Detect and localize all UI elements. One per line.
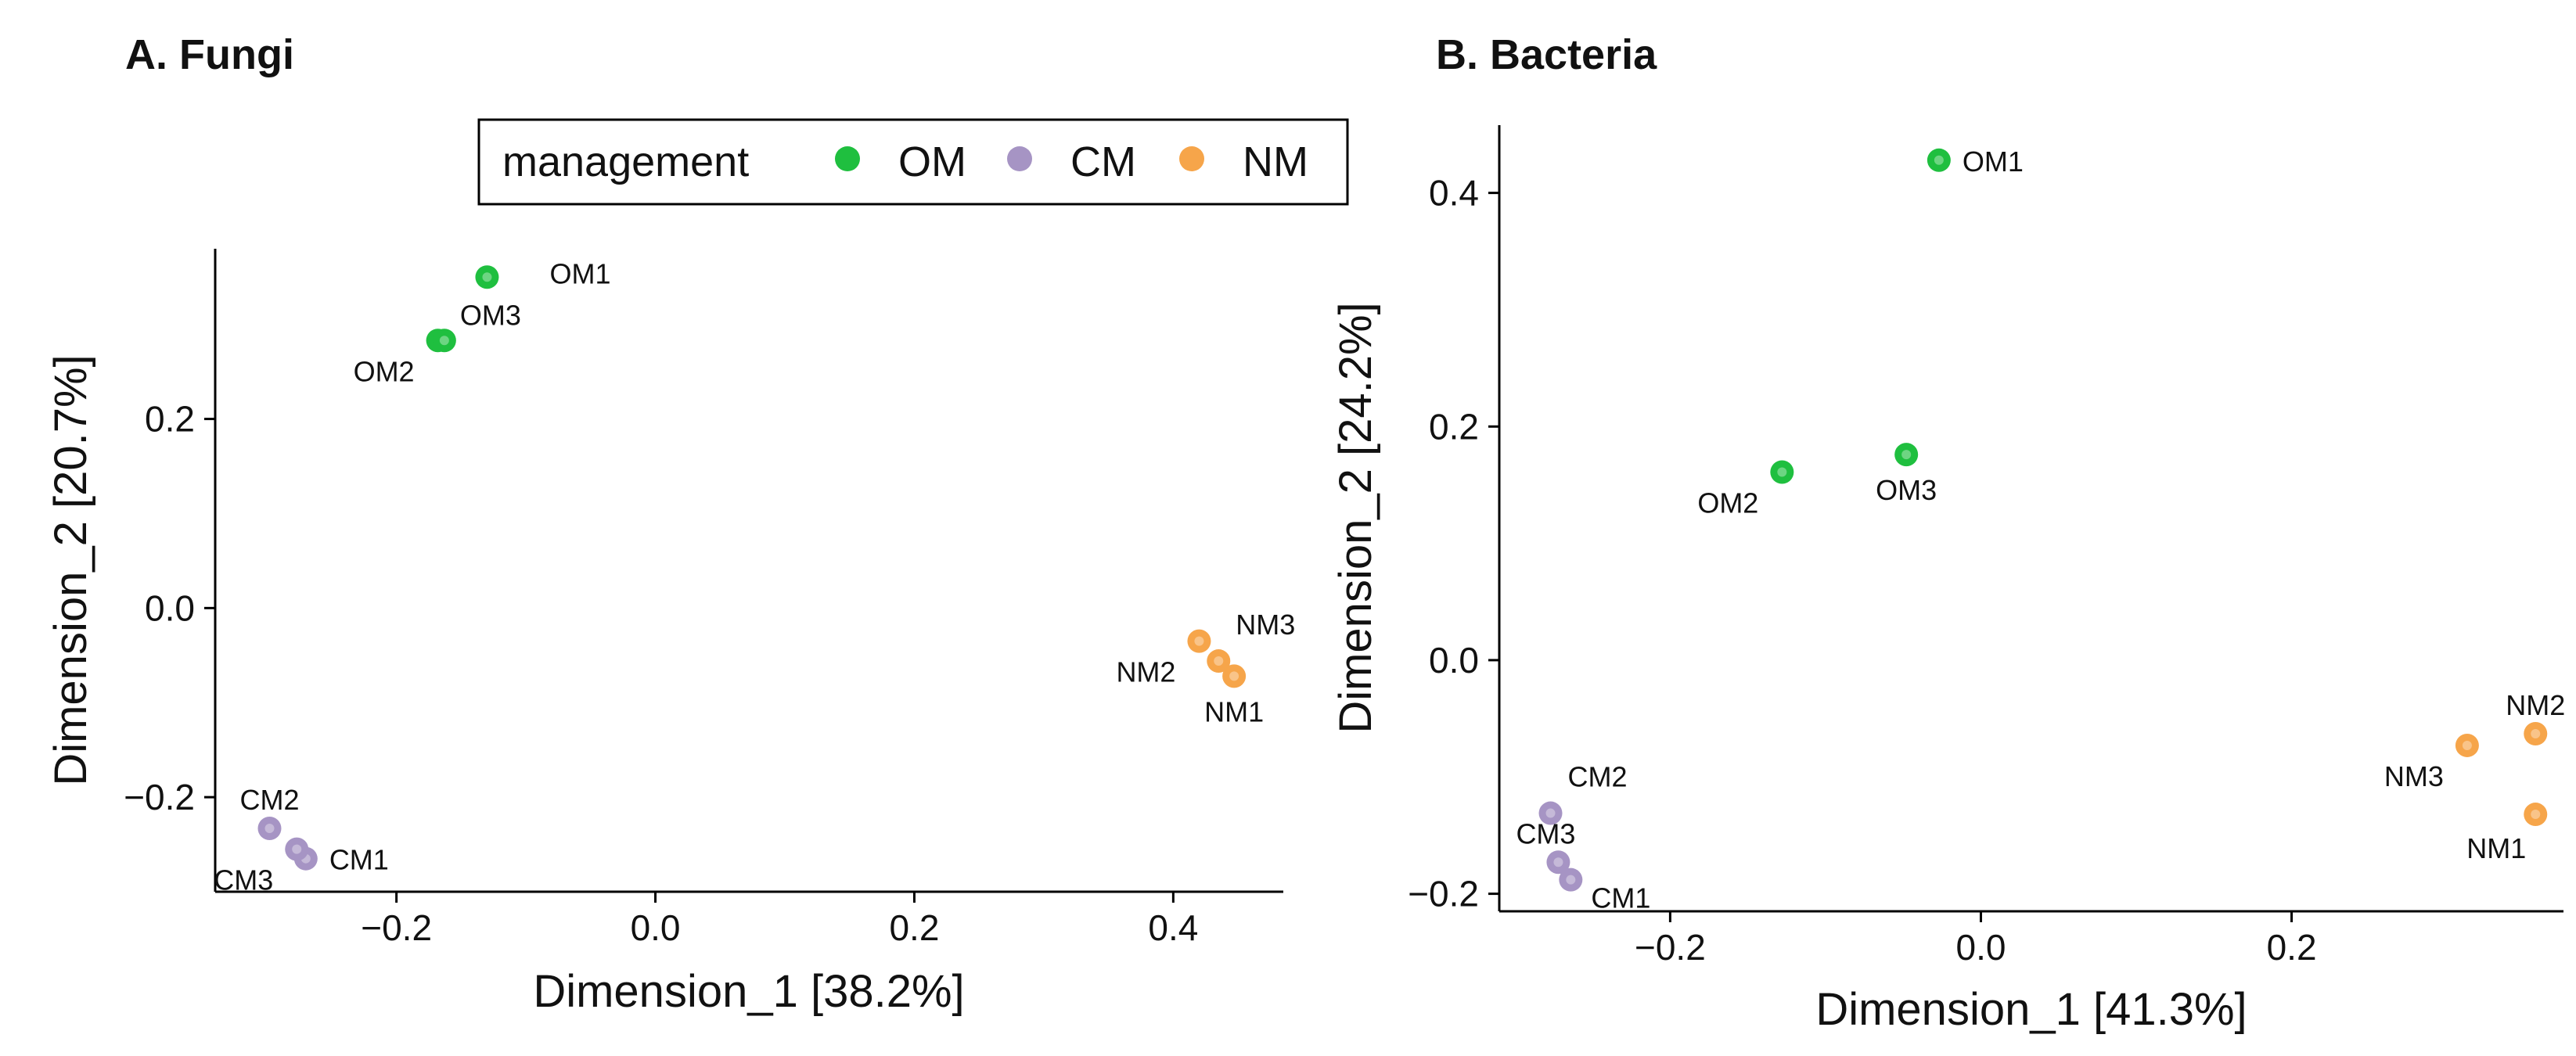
panel-bacteria: B. Bacteria −0.2 0.0 0.2 −0.2 0.0 0.2 0.4 OM1… bbox=[1330, 31, 2565, 1035]
point-nm3 bbox=[1207, 649, 1231, 673]
legend-label-cm: CM bbox=[1070, 138, 1136, 185]
y-tick-label: −0.2 bbox=[124, 777, 195, 817]
y-tick-label: 0.4 bbox=[1429, 173, 1479, 214]
point-highlight bbox=[1229, 671, 1239, 681]
point-label-cm3: CM3 bbox=[214, 864, 273, 896]
point-highlight bbox=[1934, 155, 1944, 165]
point-highlight bbox=[1901, 450, 1912, 460]
y-tick-label: 0.2 bbox=[145, 399, 195, 440]
point-cm3 bbox=[285, 837, 309, 861]
point-highlight bbox=[2531, 810, 2541, 820]
point-label-nm2: NM2 bbox=[1116, 656, 1175, 688]
point-cm2 bbox=[1538, 801, 1563, 825]
data-points: OM1 OM2 OM3 NM1 NM2 NM3 CM1 CM2 CM3 bbox=[1516, 145, 2565, 914]
point-nm2 bbox=[2524, 722, 2548, 746]
x-tick-label: 0.4 bbox=[1148, 907, 1198, 948]
x-tick-label: 0.0 bbox=[1955, 927, 2006, 968]
panel-title-fungi: A. Fungi bbox=[125, 31, 294, 78]
point-label-cm1: CM1 bbox=[1591, 882, 1650, 914]
y-tick-label: 0.2 bbox=[1429, 406, 1479, 447]
point-label-cm3: CM3 bbox=[1516, 817, 1575, 849]
x-axis-title: Dimension_1 [41.3%] bbox=[1815, 984, 2247, 1035]
panel-title-bacteria: B. Bacteria bbox=[1436, 31, 1657, 78]
point-highlight bbox=[1553, 857, 1563, 867]
y-tick-label: −0.2 bbox=[1408, 874, 1479, 914]
data-points: OM1 OM2 OM3 NM1 NM2 NM3 CM1 CM2 CM3 bbox=[214, 257, 1295, 896]
point-label-cm1: CM1 bbox=[329, 844, 389, 876]
point-highlight bbox=[1214, 656, 1224, 666]
y-tick-label: 0.0 bbox=[145, 587, 195, 628]
point-label-nm1: NM1 bbox=[2466, 832, 2526, 864]
point-cm1 bbox=[1559, 867, 1583, 892]
x-tick-label: 0.2 bbox=[889, 907, 939, 948]
legend: management OM CM NM bbox=[477, 118, 1349, 206]
point-om1 bbox=[475, 265, 499, 289]
legend-label-om: OM bbox=[898, 138, 966, 185]
x-tick-label: −0.2 bbox=[1635, 927, 1706, 968]
x-ticks: −0.2 0.0 0.2 bbox=[1635, 911, 2317, 968]
point-highlight bbox=[2531, 729, 2541, 739]
point-label-om3: OM3 bbox=[1876, 474, 1937, 506]
y-tick-label: 0.0 bbox=[1429, 640, 1479, 681]
point-cm3 bbox=[1546, 850, 1570, 875]
x-axis-title: Dimension_1 [38.2%] bbox=[533, 966, 964, 1017]
legend-key-nm bbox=[1179, 146, 1204, 171]
x-ticks: −0.2 0.0 0.2 0.4 bbox=[361, 892, 1198, 948]
point-label-om2: OM2 bbox=[354, 355, 415, 387]
point-om2 bbox=[1770, 460, 1794, 484]
point-om3 bbox=[432, 329, 456, 353]
point-nm1 bbox=[2524, 803, 2548, 827]
point-label-cm2: CM2 bbox=[1568, 761, 1628, 793]
y-ticks: −0.2 0.0 0.2 bbox=[124, 399, 215, 817]
point-highlight bbox=[292, 844, 302, 854]
point-highlight bbox=[1194, 636, 1204, 646]
point-highlight bbox=[2462, 740, 2472, 750]
x-tick-label: 0.0 bbox=[631, 907, 681, 948]
point-highlight bbox=[1566, 875, 1576, 885]
x-tick-label: −0.2 bbox=[361, 907, 432, 948]
y-ticks: −0.2 0.0 0.2 0.4 bbox=[1408, 173, 1499, 914]
point-label-nm2: NM2 bbox=[2506, 689, 2565, 721]
point-highlight bbox=[1777, 467, 1787, 477]
legend-label-nm: NM bbox=[1243, 138, 1308, 185]
point-label-nm3: NM3 bbox=[2384, 760, 2444, 792]
point-nm1 bbox=[1222, 664, 1247, 688]
point-label-nm3: NM3 bbox=[1236, 609, 1295, 641]
point-om3 bbox=[1894, 443, 1919, 467]
legend-key-om bbox=[835, 146, 860, 171]
point-label-om2: OM2 bbox=[1697, 487, 1758, 519]
point-label-om1: OM1 bbox=[1963, 145, 2024, 178]
point-label-om3: OM3 bbox=[460, 299, 521, 331]
point-highlight bbox=[1545, 808, 1556, 818]
point-highlight bbox=[439, 336, 449, 346]
panel-fungi: A. Fungi −0.2 0.0 0.2 0.4 −0.2 0.0 0.2 OM1 OM2… bbox=[45, 31, 1295, 1017]
legend-key-cm bbox=[1007, 146, 1032, 171]
y-axis-title: Dimension_2 [24.2%] bbox=[1330, 302, 1381, 733]
y-axis-title: Dimension_2 [20.7%] bbox=[45, 354, 96, 785]
point-nm3 bbox=[2455, 733, 2479, 757]
legend-title: management bbox=[502, 138, 749, 185]
point-highlight bbox=[264, 824, 275, 834]
point-label-cm2: CM2 bbox=[239, 784, 299, 816]
point-label-nm1: NM1 bbox=[1204, 695, 1264, 727]
point-cm2 bbox=[257, 817, 282, 841]
point-label-om1: OM1 bbox=[549, 257, 610, 289]
point-nm2 bbox=[1187, 629, 1211, 653]
point-om1 bbox=[1927, 148, 1951, 172]
point-highlight bbox=[482, 272, 492, 282]
x-tick-label: 0.2 bbox=[2267, 927, 2317, 968]
